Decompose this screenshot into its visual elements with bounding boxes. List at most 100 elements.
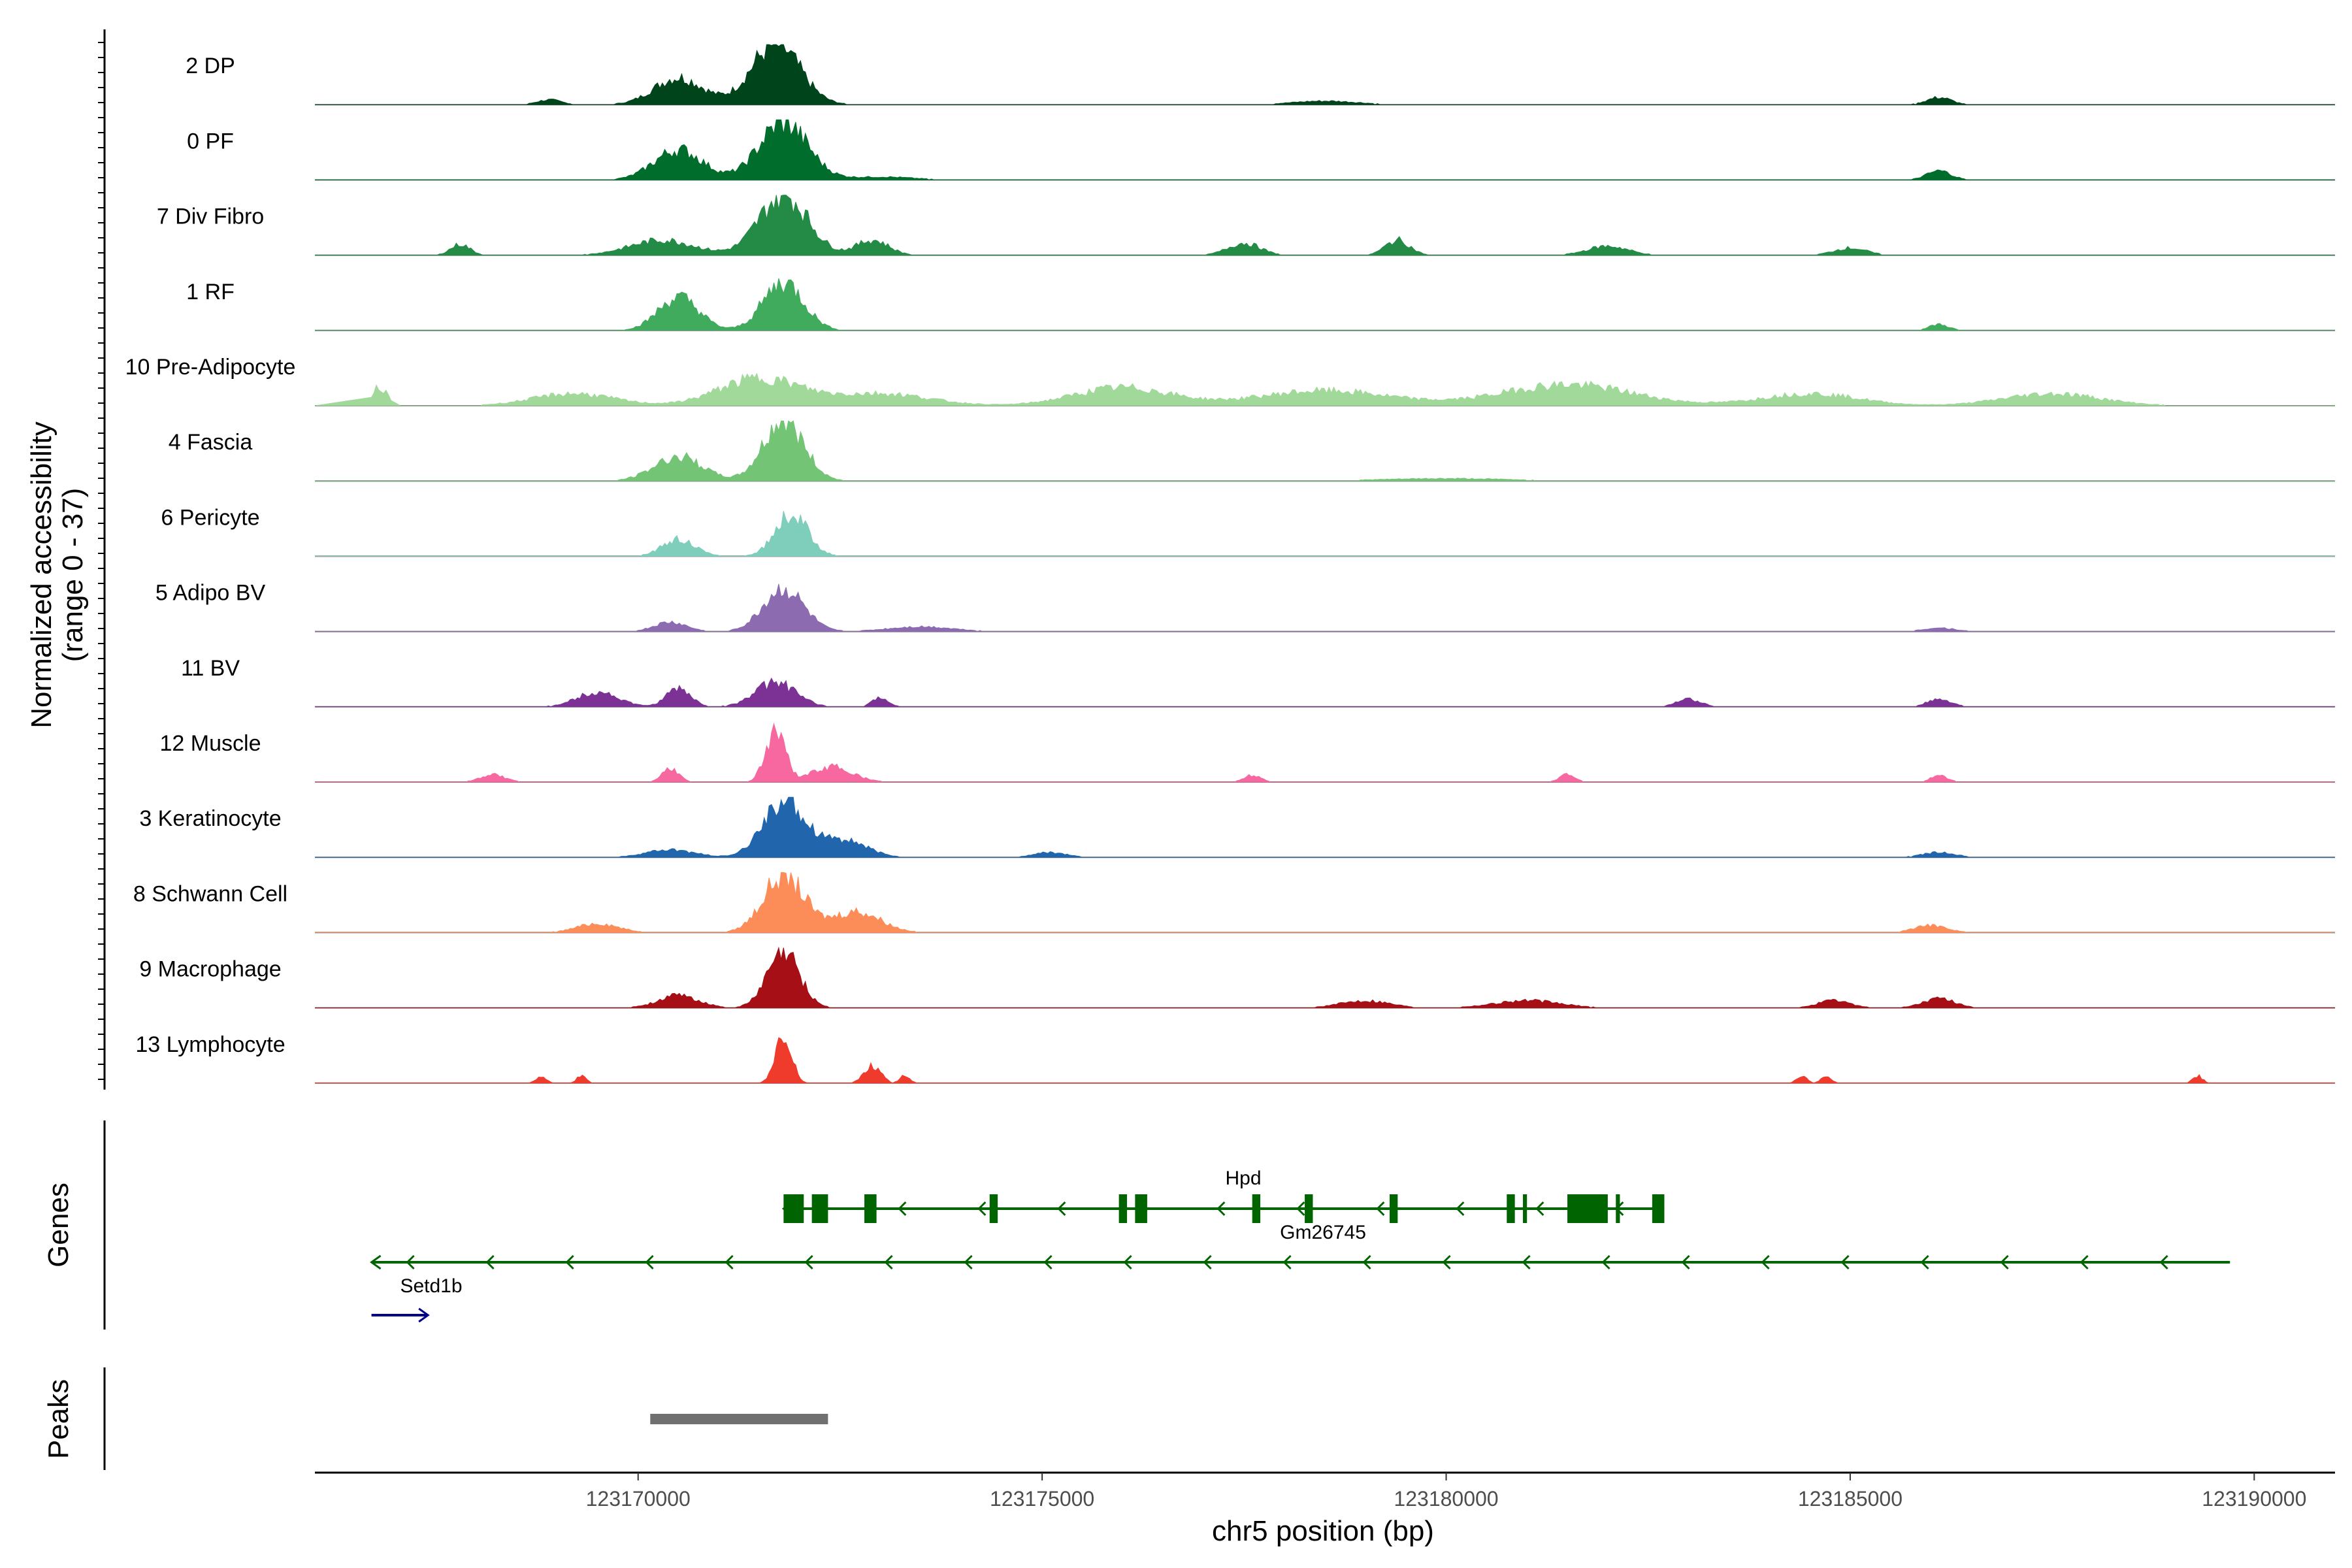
- track-label: 5 Adipo BV: [155, 581, 266, 606]
- coverage-track: 8 Schwann Cell: [133, 872, 2335, 934]
- strand-arrow: [1840, 1254, 1850, 1270]
- exon: [1616, 1194, 1620, 1223]
- strand-arrow: [1203, 1254, 1212, 1270]
- coverage-area: [314, 372, 2335, 406]
- strand-arrow: [2080, 1254, 2089, 1270]
- strand-arrow: [485, 1254, 495, 1270]
- x-tick-label: 123180000: [1394, 1487, 1498, 1511]
- coverage-area: [315, 872, 2335, 933]
- exon: [864, 1194, 877, 1223]
- coverage-area: [315, 946, 2335, 1009]
- coverage-track: 7 Div Fibro: [157, 195, 2335, 256]
- gene-label: Setd1b: [400, 1275, 462, 1297]
- strand-arrow: [2159, 1254, 2168, 1270]
- coverage-area: [315, 723, 2335, 783]
- x-tick-label: 123175000: [990, 1487, 1094, 1511]
- coverage-track: 12 Muscle: [160, 723, 2335, 783]
- strand-arrow: [1535, 1201, 1544, 1217]
- x-tick-label: 123170000: [586, 1487, 691, 1511]
- track-label: 12 Muscle: [160, 731, 261, 756]
- coverage-track: 11 BV: [181, 656, 2335, 708]
- track-label: 6 Pericyte: [161, 505, 259, 530]
- peaks-track-title: Peaks: [42, 1379, 74, 1459]
- y-axis-title-line: Normalized accessibility: [25, 421, 57, 728]
- strand-arrow: [964, 1254, 973, 1270]
- x-axis-title: chr5 position (bp): [1212, 1515, 1434, 1547]
- peak-track: Peaks: [42, 1367, 828, 1470]
- exon: [1507, 1194, 1515, 1223]
- exon: [1652, 1194, 1665, 1223]
- strand-arrow: [977, 1201, 987, 1217]
- coverage-track: 0 PF: [187, 119, 2335, 181]
- coverage-area: [315, 195, 2335, 256]
- track-label: 3 Keratinocyte: [139, 806, 281, 831]
- x-tick-label: 123185000: [1798, 1487, 1903, 1511]
- exon: [1567, 1194, 1608, 1223]
- track-label: 1 RF: [186, 280, 235, 304]
- track-label: 11 BV: [181, 656, 240, 681]
- coverage-area: [315, 1037, 2335, 1084]
- strand-arrow: [1362, 1254, 1371, 1270]
- gene-track: Genes Hpd Gm26745 Setd1b: [42, 1120, 2230, 1330]
- y-axis-title-line: (range 0 - 37): [57, 488, 89, 662]
- strand-arrow: [1456, 1201, 1465, 1217]
- track-label: 4 Fascia: [169, 430, 253, 455]
- coverage-area: [315, 677, 2335, 708]
- coverage-area: [315, 511, 2335, 557]
- coverage-track: 10 Pre-Adipocyte: [125, 355, 2335, 406]
- gene-model: Gm26745: [369, 1222, 2230, 1270]
- strand-arrow: [1761, 1254, 1770, 1270]
- strand-arrow: [1123, 1254, 1132, 1270]
- coverage-track: 6 Pericyte: [161, 505, 2335, 557]
- track-label: 13 Lymphocyte: [135, 1032, 285, 1057]
- strand-arrow: [406, 1254, 415, 1270]
- strand-arrow: [565, 1254, 574, 1270]
- y-axis: [98, 29, 106, 1090]
- x-axis: 123170000 123175000 123180000 123185000 1231…: [315, 1471, 2335, 1511]
- exon: [783, 1194, 804, 1223]
- exon: [1252, 1194, 1261, 1223]
- strand-arrow: [884, 1254, 893, 1270]
- coverage-track: 13 Lymphocyte: [135, 1032, 2335, 1084]
- gene-label: Gm26745: [1280, 1222, 1366, 1243]
- coverage-area: [315, 583, 2335, 632]
- genes-track-title: Genes: [42, 1183, 74, 1267]
- strand-arrow: [1217, 1201, 1226, 1217]
- peak-region: [650, 1414, 828, 1424]
- exon: [1305, 1194, 1313, 1223]
- coverage-area: [315, 796, 2335, 858]
- coverage-track: 4 Fascia: [169, 420, 2335, 482]
- coverage-area: [315, 420, 2335, 482]
- strand-arrow: [1282, 1254, 1292, 1270]
- track-label: 8 Schwann Cell: [133, 881, 287, 906]
- coverage-track: 3 Keratinocyte: [139, 796, 2335, 858]
- strand-arrow: [2000, 1254, 2009, 1270]
- exon: [1523, 1194, 1527, 1223]
- coverage-track: 2 DP: [186, 44, 2335, 106]
- strand-arrow: [898, 1201, 907, 1217]
- strand-arrow: [1442, 1254, 1451, 1270]
- coverage-track: 5 Adipo BV: [155, 581, 2335, 632]
- exon: [811, 1194, 828, 1223]
- strand-arrow: [645, 1254, 654, 1270]
- exon: [1119, 1194, 1127, 1223]
- y-axis-title: Normalized accessibility(range 0 - 37): [25, 421, 89, 728]
- strand-arrow: [1296, 1201, 1305, 1217]
- coverage-area: [315, 44, 2335, 105]
- coverage-area: [315, 119, 2335, 180]
- strand-arrow: [1601, 1254, 1610, 1270]
- gene-model: Setd1b: [371, 1275, 463, 1323]
- strand-arrow: [1376, 1201, 1385, 1217]
- coverage-area: [315, 278, 2335, 331]
- x-tick-label: 123190000: [2202, 1487, 2306, 1511]
- track-label: 7 Div Fibro: [157, 204, 264, 229]
- strand-arrow: [1920, 1254, 1929, 1270]
- strand-arrow: [1681, 1254, 1690, 1270]
- coverage-track: 1 RF: [186, 278, 2335, 331]
- strand-arrow: [1522, 1254, 1531, 1270]
- coverage-track: 9 Macrophage: [139, 946, 2335, 1009]
- track-label: 10 Pre-Adipocyte: [125, 355, 296, 380]
- exon: [1389, 1194, 1398, 1223]
- strand-arrow: [725, 1254, 734, 1270]
